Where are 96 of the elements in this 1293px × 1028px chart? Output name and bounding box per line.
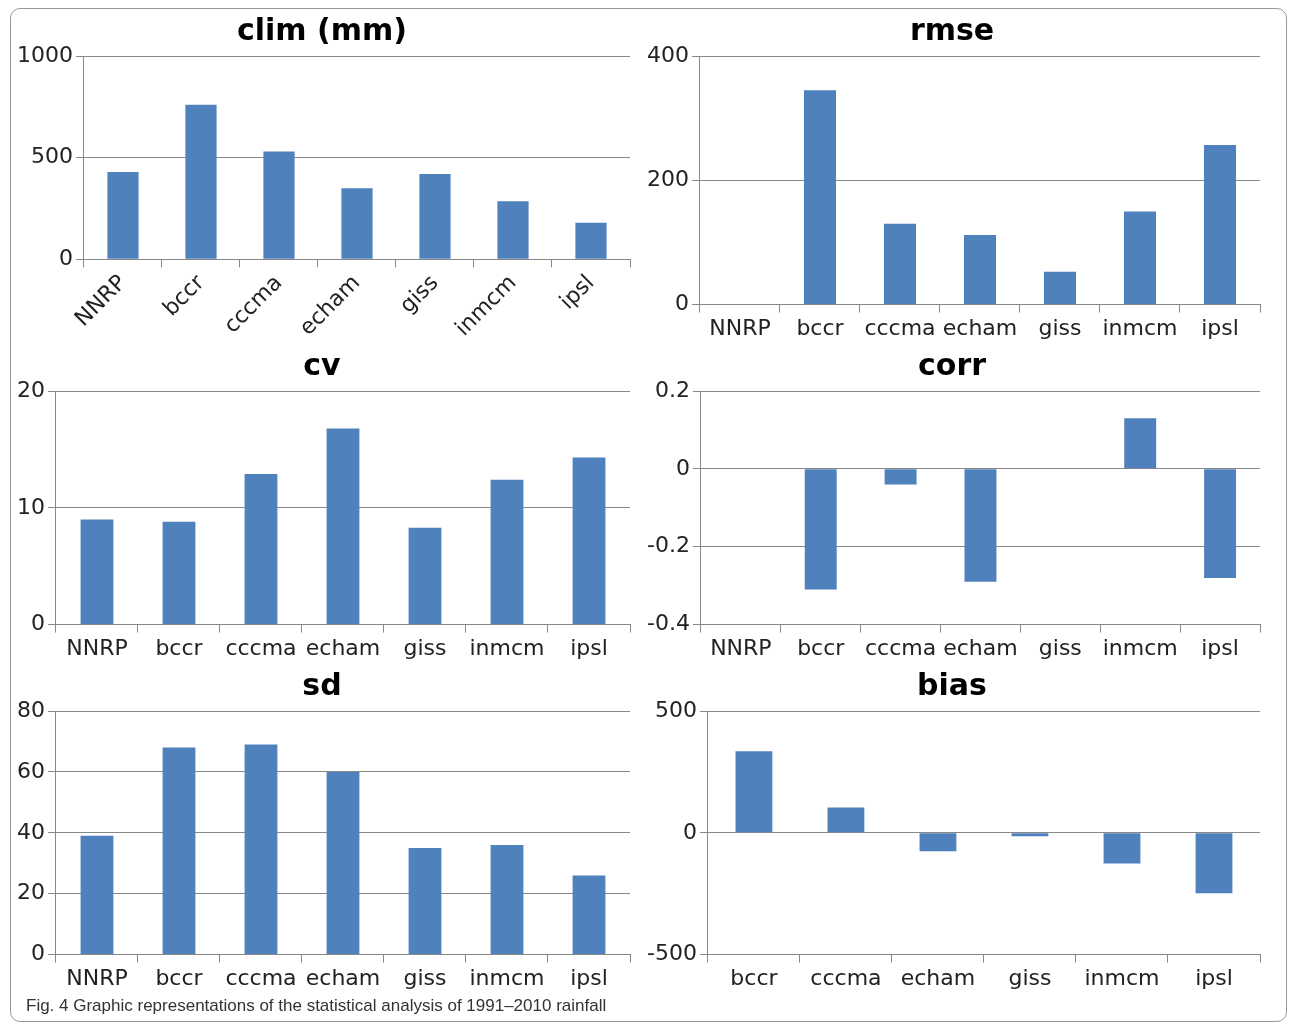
y-tick-label: 40: [16, 818, 45, 844]
bar: [1124, 211, 1156, 305]
bar: [1204, 144, 1236, 305]
bar: [263, 151, 295, 259]
x-tick-label: cccma: [864, 314, 936, 340]
chart-title: clim (mm): [237, 11, 407, 47]
x-tick-label: echam: [943, 634, 1018, 660]
y-tick-label: 500: [30, 143, 73, 169]
x-tick-label: ipsl: [1195, 964, 1233, 990]
bar: [1011, 833, 1049, 837]
y-tick-label: 500: [654, 696, 697, 722]
bar: [244, 473, 278, 625]
x-tick-label: echam: [900, 964, 976, 990]
y-tick-label: 0: [30, 610, 45, 636]
bar: [408, 527, 442, 625]
y-tick-label: 0.2: [654, 376, 690, 402]
bar: [341, 188, 373, 259]
y-tick-label: 0: [675, 454, 690, 480]
chart-title: rmse: [909, 11, 995, 47]
x-tick-label: inmcm: [1102, 634, 1178, 660]
bar: [803, 90, 836, 305]
y-tick-label: 10: [16, 493, 45, 519]
bar: [497, 201, 529, 259]
x-tick-label: echam: [305, 634, 381, 660]
chart-title: cv: [303, 346, 342, 382]
x-tick-label: cccma: [225, 964, 297, 990]
x-tick-label: NNRP: [66, 964, 128, 990]
x-tick-label: giss: [1038, 314, 1082, 340]
bar: [735, 751, 773, 833]
bar: [883, 223, 916, 305]
bar: [326, 771, 360, 955]
x-tick-label: ipsl: [554, 269, 599, 314]
chart-title: corr: [918, 346, 987, 382]
x-tick-label: giss: [403, 964, 447, 990]
bar: [107, 171, 139, 259]
chart-title: bias: [917, 666, 987, 702]
x-tick-label: echam: [305, 964, 381, 990]
bar: [162, 521, 196, 625]
x-tick-label: NNRP: [709, 314, 771, 340]
x-tick-label: bccr: [155, 964, 204, 990]
y-tick-label: 400: [646, 41, 689, 67]
bar: [80, 835, 114, 955]
y-tick-label: -0.4: [646, 610, 690, 636]
bar: [490, 479, 524, 625]
x-tick-label: giss: [1038, 634, 1082, 660]
y-tick-label: 200: [646, 166, 689, 192]
x-tick-label: bccr: [796, 314, 845, 340]
x-tick-label: cccma: [864, 634, 937, 660]
bar: [964, 234, 996, 305]
caption: Fig. 4 Graphic representations of the statistical analysis of 1991–2010 rainfall: [26, 996, 607, 1016]
bar: [408, 848, 442, 955]
bar: [572, 457, 606, 625]
bar: [575, 222, 607, 259]
x-tick-label: giss: [403, 634, 447, 660]
x-tick-label: bccr: [730, 964, 779, 990]
bar: [419, 173, 451, 259]
y-tick-label: -500: [646, 940, 697, 966]
x-tick-label: NNRP: [710, 634, 772, 660]
bar: [185, 104, 217, 259]
x-tick-label: echam: [942, 314, 1018, 340]
y-tick-label: 0: [682, 818, 697, 844]
x-tick-label: cccma: [225, 634, 297, 660]
bar: [490, 844, 524, 955]
x-tick-label: giss: [1008, 964, 1052, 990]
y-tick-label: 0: [30, 940, 45, 966]
x-tick-label: inmcm: [469, 964, 545, 990]
y-tick-label: 20: [16, 376, 45, 402]
x-tick-label: inmcm: [1102, 314, 1178, 340]
y-tick-label: 20: [16, 879, 45, 905]
x-tick-label: inmcm: [1084, 964, 1160, 990]
x-tick-label: ipsl: [1201, 314, 1239, 340]
bar: [80, 519, 114, 625]
chart-title: sd: [302, 666, 342, 702]
x-tick-label: ipsl: [570, 964, 608, 990]
y-tick-label: -0.2: [646, 532, 690, 558]
y-tick-label: 0: [674, 290, 689, 316]
y-tick-label: 0: [58, 245, 73, 271]
x-tick-label: inmcm: [469, 634, 545, 660]
bar: [244, 744, 278, 955]
bar: [162, 747, 196, 955]
y-tick-label: 80: [16, 696, 45, 722]
x-tick-label: cccma: [810, 964, 882, 990]
bar: [1103, 833, 1141, 864]
x-tick-label: ipsl: [1201, 634, 1239, 660]
x-tick-label: NNRP: [66, 634, 128, 660]
bar: [1044, 271, 1076, 305]
bar: [572, 875, 606, 955]
bar: [827, 807, 865, 833]
bar: [1195, 833, 1233, 894]
bar: [919, 833, 957, 852]
y-tick-label: 1000: [16, 41, 73, 67]
y-tick-label: 60: [16, 757, 45, 783]
bar: [326, 428, 360, 625]
x-tick-label: bccr: [797, 634, 846, 660]
x-tick-label: ipsl: [570, 634, 608, 660]
x-tick-label: bccr: [155, 634, 204, 660]
